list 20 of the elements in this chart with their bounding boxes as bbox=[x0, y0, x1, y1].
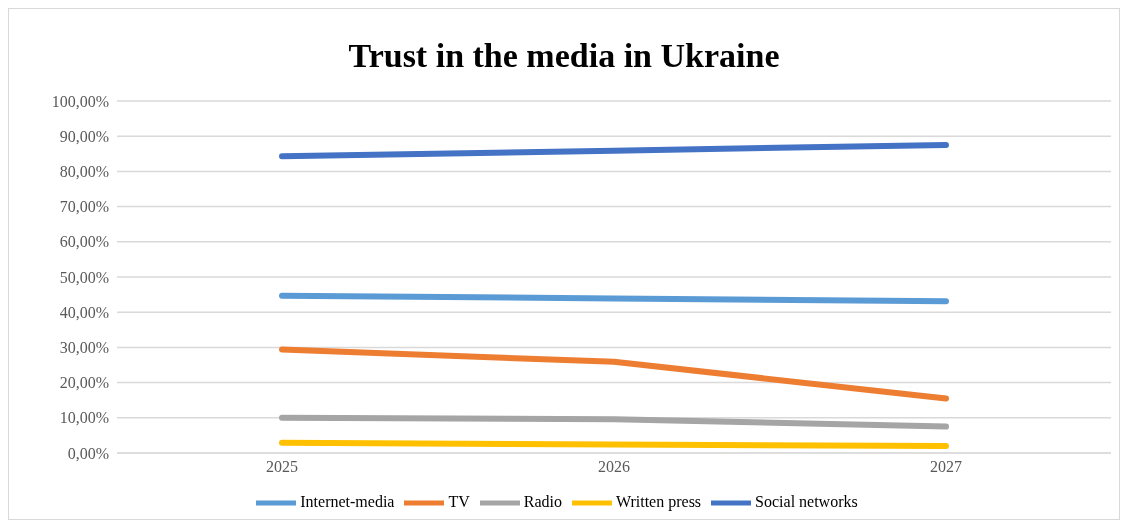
x-tick-label: 2027 bbox=[930, 458, 962, 476]
x-tick-label: 2026 bbox=[598, 458, 630, 476]
legend-label: Radio bbox=[523, 492, 562, 510]
y-tick-label: 100,00% bbox=[51, 92, 109, 110]
chart-title: Trust in the media in Ukraine bbox=[347, 37, 781, 76]
y-tick-label: 0,00% bbox=[67, 444, 109, 462]
y-tick-label: 90,00% bbox=[59, 127, 109, 145]
legend-label: TV bbox=[448, 492, 470, 510]
legend-label: Written press bbox=[615, 492, 702, 510]
y-tick-label: 40,00% bbox=[59, 303, 109, 321]
x-tick-label: 2025 bbox=[266, 458, 298, 476]
y-tick-label: 10,00% bbox=[59, 409, 109, 427]
y-tick-label: 20,00% bbox=[59, 374, 109, 392]
legend-label: Internet-media bbox=[300, 492, 395, 510]
y-tick-label: 50,00% bbox=[59, 268, 109, 286]
y-tick-label: 80,00% bbox=[59, 163, 109, 181]
legend-label: Social networks bbox=[755, 492, 858, 510]
y-tick-label: 30,00% bbox=[59, 339, 109, 357]
y-tick-label: 60,00% bbox=[59, 233, 109, 251]
y-tick-label: 70,00% bbox=[59, 198, 109, 216]
